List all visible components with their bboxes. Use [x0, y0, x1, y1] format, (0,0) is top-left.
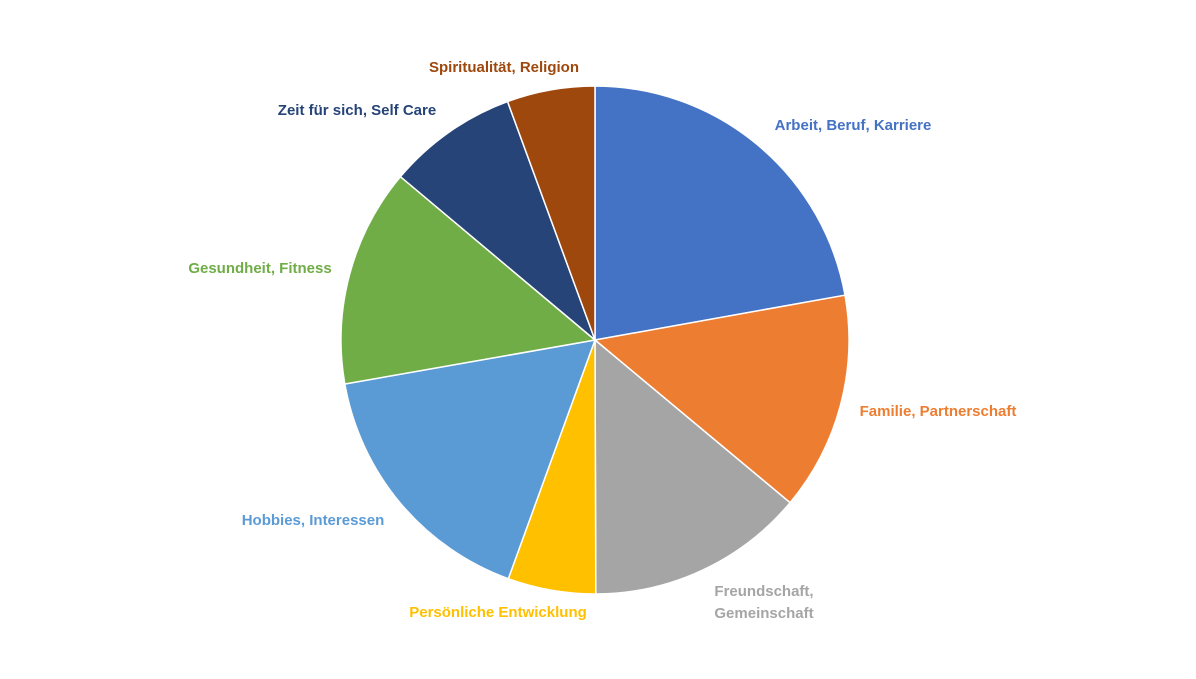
- pie-slice: [506, 85, 596, 341]
- pie-slice: [340, 175, 597, 385]
- pie-slice: [399, 100, 597, 343]
- pie-slice: [594, 85, 846, 341]
- slice-label: Persönliche Entwicklung: [409, 604, 587, 621]
- slice-label: Hobbies, Interessen: [241, 512, 385, 529]
- pie-slice: [343, 339, 597, 580]
- pie-slice: [593, 294, 850, 504]
- pie-slice: [594, 338, 792, 595]
- slice-label: Freundschaft, Gemeinschaft: [714, 583, 814, 622]
- slice-label: Gesundheit, Fitness: [188, 260, 332, 277]
- slice-label: Zeit für sich, Self Care: [277, 102, 437, 119]
- slice-label: Spiritualität, Religion: [428, 59, 580, 76]
- slice-label: Arbeit, Beruf, Karriere: [774, 117, 932, 134]
- slice-label: Familie, Partnerschaft: [859, 403, 1017, 420]
